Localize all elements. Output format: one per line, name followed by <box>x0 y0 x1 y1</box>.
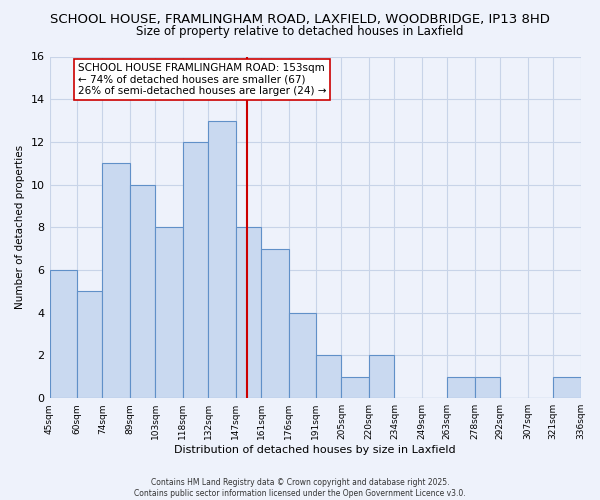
Bar <box>448 377 475 398</box>
Y-axis label: Number of detached properties: Number of detached properties <box>15 146 25 310</box>
Bar <box>208 120 236 398</box>
X-axis label: Distribution of detached houses by size in Laxfield: Distribution of detached houses by size … <box>174 445 456 455</box>
Text: Size of property relative to detached houses in Laxfield: Size of property relative to detached ho… <box>136 25 464 38</box>
Bar <box>155 228 183 398</box>
Bar <box>236 228 261 398</box>
Bar <box>289 313 316 398</box>
Bar <box>369 356 394 398</box>
Bar <box>341 377 369 398</box>
Bar <box>50 270 77 398</box>
Text: SCHOOL HOUSE FRAMLINGHAM ROAD: 153sqm
← 74% of detached houses are smaller (67)
: SCHOOL HOUSE FRAMLINGHAM ROAD: 153sqm ← … <box>78 63 326 96</box>
Bar <box>77 292 103 398</box>
Bar <box>316 356 341 398</box>
Text: SCHOOL HOUSE, FRAMLINGHAM ROAD, LAXFIELD, WOODBRIDGE, IP13 8HD: SCHOOL HOUSE, FRAMLINGHAM ROAD, LAXFIELD… <box>50 12 550 26</box>
Bar <box>103 164 130 398</box>
Bar <box>130 184 155 398</box>
Bar <box>553 377 581 398</box>
Bar <box>475 377 500 398</box>
Bar <box>183 142 208 398</box>
Bar <box>261 248 289 398</box>
Text: Contains HM Land Registry data © Crown copyright and database right 2025.
Contai: Contains HM Land Registry data © Crown c… <box>134 478 466 498</box>
